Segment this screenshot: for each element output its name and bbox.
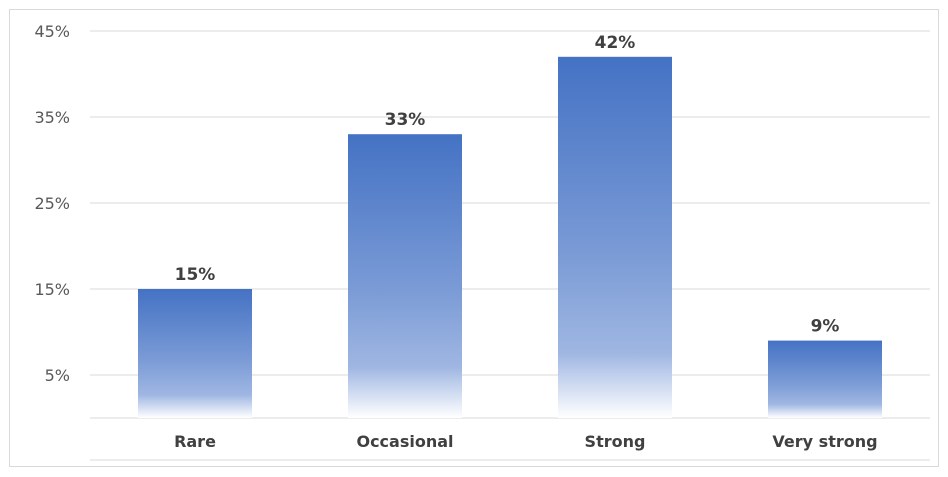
bar-occasional — [348, 134, 462, 418]
y-axis-tick-labels: 5% 15% 25% 35% 45% — [34, 22, 70, 385]
data-label: 33% — [385, 110, 426, 130]
bar-strong — [558, 56, 672, 419]
data-label: 42% — [595, 33, 636, 53]
y-tick-label: 5% — [45, 366, 70, 385]
data-label: 15% — [175, 265, 216, 285]
data-label: 9% — [811, 317, 840, 337]
category-label: Strong — [585, 432, 646, 451]
y-tick-label: 45% — [34, 22, 70, 41]
bars — [138, 56, 882, 419]
category-label: Very strong — [772, 432, 877, 451]
x-axis-category-labels: Rare Occasional Strong Very strong — [174, 432, 878, 451]
category-label: Rare — [174, 432, 216, 451]
bar-rare — [138, 289, 252, 418]
y-tick-label: 25% — [34, 194, 70, 213]
category-label: Occasional — [356, 432, 453, 451]
data-labels: 15% 33% 42% 9% — [175, 33, 840, 337]
y-tick-label: 15% — [34, 280, 70, 299]
bar-very-strong — [768, 340, 882, 418]
y-tick-label: 35% — [34, 108, 70, 127]
